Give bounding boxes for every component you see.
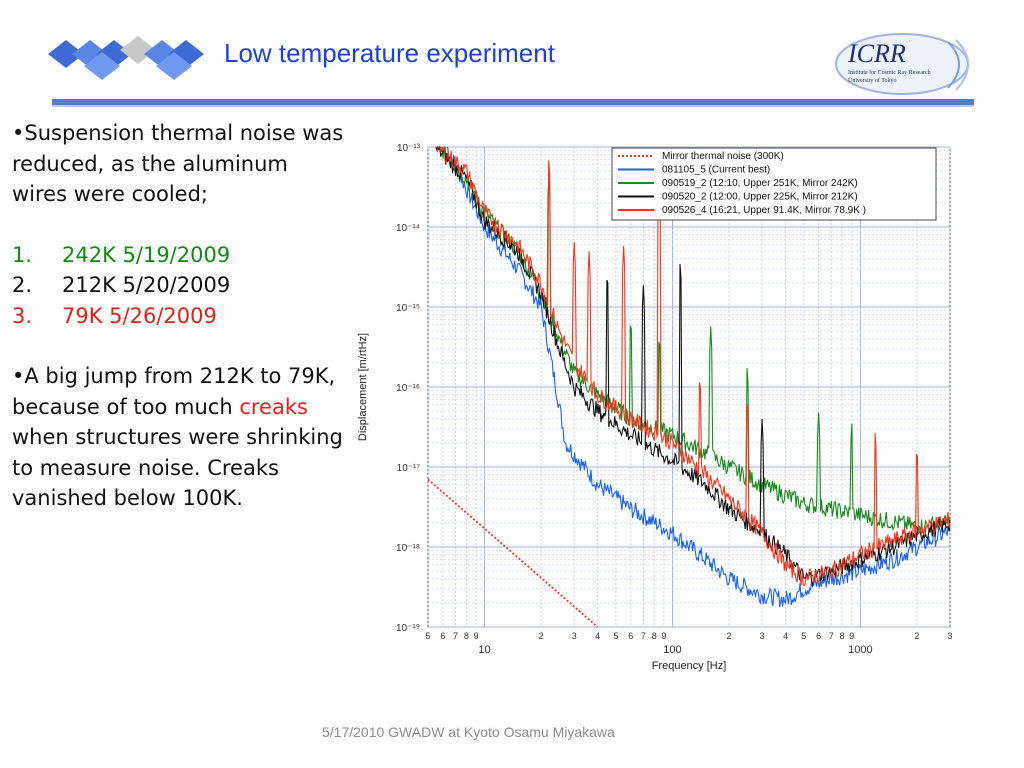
legend-label-0: Mirror thermal noise (300K) [662, 151, 784, 162]
x-minor-tick-label: 2 [727, 631, 732, 641]
spacer [12, 331, 347, 361]
series-line-0 [427, 478, 599, 628]
x-minor-tick-label: 4 [595, 631, 600, 641]
y-tick-label: 10⁻¹⁷ [397, 463, 421, 474]
x-minor-tick-label: 3 [947, 631, 952, 641]
icrr-logo-sub1: Institute for Cosmic Ray Research [848, 69, 931, 76]
diamond-logo [48, 36, 204, 80]
bullet-2-post: when structures were shrinking to measur… [12, 425, 343, 510]
list-item-2: 2. 212K 5/20/2009 [12, 270, 347, 301]
y-tick-label: 10⁻¹⁸ [396, 543, 420, 554]
x-minor-tick-label: 7 [829, 631, 834, 641]
x-major-tick-label: 100 [663, 644, 681, 656]
y-tick-label: 10⁻¹⁵ [396, 303, 420, 314]
x-minor-tick-label: 6 [816, 631, 821, 641]
x-axis-label: Frequency [Hz] [652, 660, 727, 672]
x-minor-tick-label: 9 [661, 631, 666, 641]
y-tick-label: 10⁻¹⁹ [396, 623, 420, 634]
x-minor-tick-label: 4 [783, 631, 788, 641]
spacer [12, 210, 347, 240]
x-minor-tick-label: 9 [473, 631, 478, 641]
slide-title: Low temperature experiment [224, 38, 555, 68]
x-minor-tick-label: 2 [914, 631, 919, 641]
list-item-3-text: 79K 5/26/2009 [62, 303, 217, 328]
icrr-logo-sub2: University of Tokyo [848, 77, 896, 84]
series-line-1 [446, 146, 951, 608]
x-minor-tick-label: 9 [849, 631, 854, 641]
y-tick-label: 10⁻¹⁴ [396, 223, 420, 234]
icrr-logo-text: ICRR [847, 39, 906, 68]
legend-box [611, 147, 937, 221]
list-item-2-num: 2. [12, 273, 33, 297]
title-divider-shadow [52, 105, 974, 107]
list-item-1: 1. 242K 5/19/2009 [12, 240, 347, 271]
x-minor-tick-label: 6 [440, 631, 445, 641]
bullet-2: •A big jump from 212K to 79K, because of… [12, 361, 347, 514]
y-axis-label: Displacement [m/rtHz] [357, 333, 369, 441]
legend-label-1: 081105_5 (Current best) [662, 165, 770, 176]
list-item-3-num: 3. [12, 303, 33, 328]
list-item-1-text: 242K 5/19/2009 [62, 242, 231, 267]
bullet-1: •Suspension thermal noise was reduced, a… [12, 121, 344, 206]
x-minor-tick-label: 7 [641, 631, 646, 641]
x-minor-tick-label: 6 [628, 631, 633, 641]
diamond-logo-shapes [48, 36, 204, 80]
legend-label-3: 090520_2 (12:00, Upper 225K, Mirror 212K… [662, 192, 858, 203]
x-minor-tick-label: 8 [840, 631, 845, 641]
legend-label-4: 090526_4 (16:21, Upper 91.4K, Mirror 78.… [662, 205, 866, 216]
series-line-3 [435, 144, 951, 588]
x-minor-tick-label: 3 [572, 631, 577, 641]
x-minor-tick-label: 5 [425, 631, 430, 641]
x-minor-tick-label: 8 [652, 631, 657, 641]
x-major-tick-label: 10 [478, 644, 490, 656]
icrr-logo: ICRR Institute for Cosmic Ray Research U… [835, 33, 969, 95]
y-tick-label: 10⁻¹⁶ [396, 383, 420, 394]
x-minor-tick-label: 7 [453, 631, 458, 641]
bullet-2-pre: •A big jump from 212K to 79K, because of… [12, 364, 336, 419]
legend-label-2: 090519_2 (12:10, Upper 251K, Mirror 242K… [662, 178, 858, 189]
y-tick-label: 10⁻¹³ [397, 143, 421, 154]
slide-footer: 5/17/2010 GWADW at Kyoto Osamu Miyakawa [322, 724, 615, 740]
bullet-2-highlight: creaks [239, 394, 308, 419]
x-major-tick-label: 1000 [848, 644, 872, 656]
x-minor-tick-label: 5 [801, 631, 806, 641]
x-minor-tick-label: 5 [613, 631, 618, 641]
slide-body: •Suspension thermal noise was reduced, a… [12, 118, 347, 514]
list-item-2-text: 212K 5/20/2009 [62, 273, 231, 297]
series-line-4 [436, 146, 951, 587]
title-divider [52, 99, 974, 105]
x-minor-tick-label: 2 [539, 631, 544, 641]
list-item-1-num: 1. [12, 242, 33, 267]
list-item-3: 3. 79K 5/26/2009 [12, 301, 347, 332]
x-minor-tick-label: 3 [760, 631, 765, 641]
x-minor-tick-label: 8 [464, 631, 469, 641]
